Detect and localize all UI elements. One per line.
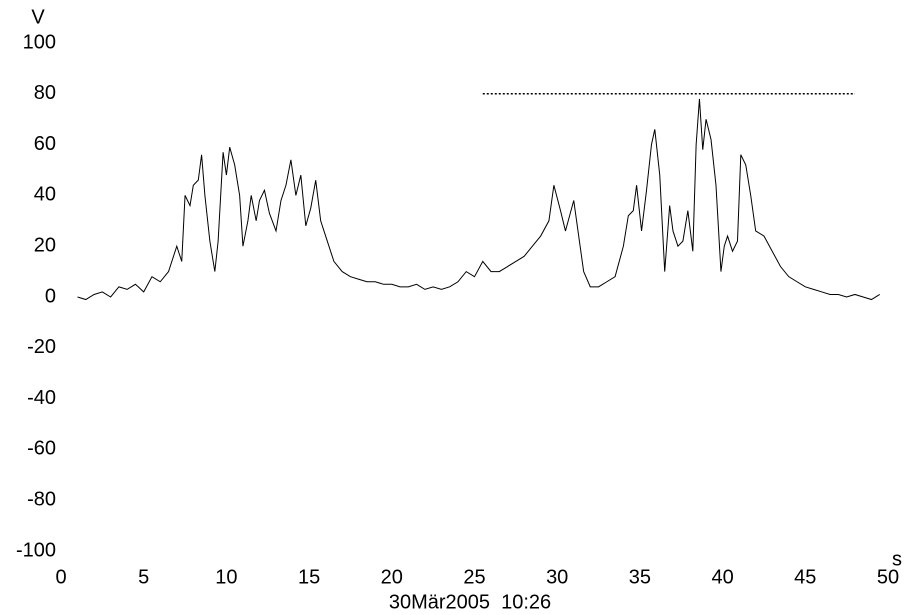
y-tick-label: 60 <box>34 133 56 155</box>
x-axis-label: s <box>892 548 902 570</box>
footer: 30Mär2005 10:26 <box>389 591 551 613</box>
y-tick-label: -60 <box>27 438 56 460</box>
x-tick-label: 50 <box>877 566 899 588</box>
y-axis-label: V <box>31 6 45 28</box>
x-tick-label: 40 <box>711 566 733 588</box>
x-tick-label: 20 <box>381 566 403 588</box>
x-tick-label: 35 <box>629 566 651 588</box>
x-tick-label: 10 <box>215 566 237 588</box>
y-tick-label: 20 <box>34 234 56 256</box>
x-tick-label: 0 <box>55 566 66 588</box>
y-tick-label: 0 <box>45 285 56 307</box>
y-tick-label: -100 <box>16 539 56 561</box>
y-tick-label: -20 <box>27 336 56 358</box>
y-tick-label: 100 <box>23 31 56 53</box>
x-tick-label: 30 <box>546 566 568 588</box>
x-tick-label: 45 <box>794 566 816 588</box>
y-tick-label: 80 <box>34 82 56 104</box>
y-tick-label: -40 <box>27 387 56 409</box>
x-tick-label: 5 <box>138 566 149 588</box>
y-tick-label: 40 <box>34 184 56 206</box>
x-tick-label: 15 <box>298 566 320 588</box>
data-line <box>77 98 880 301</box>
x-tick-label: 25 <box>463 566 485 588</box>
y-tick-label: -80 <box>27 488 56 510</box>
